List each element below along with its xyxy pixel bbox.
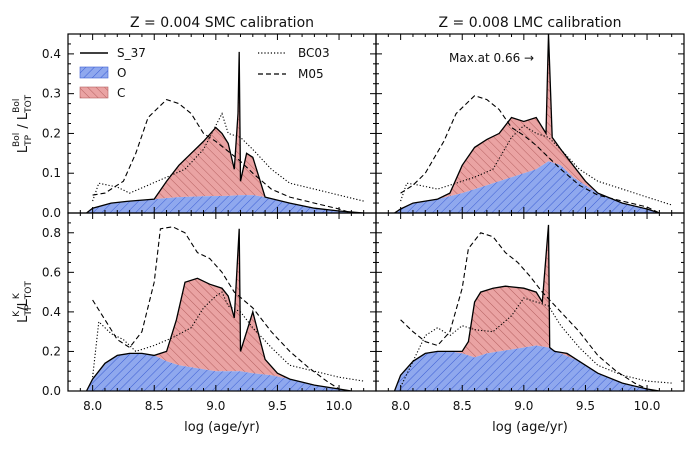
- y-axis-label-k-band: LTPK/LTOTK: [12, 281, 34, 323]
- x-tick-label: 9.5: [576, 399, 595, 413]
- bc03-line: [92, 291, 364, 382]
- m05-line: [400, 232, 648, 390]
- legend-c-swatch: [79, 86, 109, 99]
- plot-area: [394, 34, 672, 213]
- panel-k-smc: 8.0 8.5 9.0 9.5 10.0 0.0 0.2 0.4 0.6 0.8: [42, 212, 377, 413]
- x-tick-label: 9.5: [268, 399, 287, 413]
- column-title-smc: Z = 0.004 SMC calibration: [130, 15, 314, 31]
- y-tick-label: 0.4: [42, 47, 61, 61]
- y-axis-label-bolometric: LTPBol / LTOTBol: [12, 94, 34, 153]
- y-tick-label: 0.6: [42, 265, 61, 279]
- x-tick-label: 8.5: [453, 399, 472, 413]
- column-title-lmc: Z = 0.008 LMC calibration: [439, 15, 622, 31]
- max-annotation: Max.at 0.66 →: [449, 51, 534, 65]
- legend-o-swatch: [79, 66, 109, 79]
- legend: S_37 O C BC03 M05: [79, 46, 330, 100]
- m05-line: [92, 226, 340, 390]
- x-axis-label-left: log (age/yr): [184, 420, 260, 435]
- s37-total-line: [393, 224, 660, 391]
- plot-area: [393, 224, 672, 391]
- s37-total-line: [86, 51, 364, 213]
- x-tick-label: 8.0: [83, 399, 102, 413]
- c-star-area: [86, 228, 352, 391]
- m05-line: [92, 98, 352, 213]
- legend-s37-label: S_37: [117, 46, 146, 60]
- c-star-area: [394, 224, 660, 391]
- y-tick-label: 0.2: [42, 126, 61, 140]
- y-tick-label: 0.8: [42, 226, 61, 240]
- y-tick-label: 0.4: [42, 305, 61, 319]
- m05-line: [400, 95, 660, 213]
- panel-bol-smc: 0.0 0.1 0.2 0.3 0.4: [42, 33, 377, 220]
- legend-m05-label: M05: [298, 67, 324, 81]
- bc03-line: [400, 124, 672, 206]
- s37-total-line: [394, 34, 660, 213]
- panel-bol-lmc: [375, 33, 685, 214]
- y-tick-label: 0.3: [42, 87, 61, 101]
- o-star-area: [394, 161, 660, 213]
- o-star-area: [86, 195, 364, 213]
- c-star-area: [86, 51, 364, 213]
- x-tick-label: 8.5: [145, 399, 164, 413]
- x-tick-label: 10.0: [326, 399, 353, 413]
- x-tick-label: 8.0: [391, 399, 410, 413]
- plot-area: [85, 226, 364, 391]
- plot-area: [86, 51, 364, 213]
- y-tick-label: 0.0: [42, 206, 61, 220]
- y-tick-label: 0.1: [42, 166, 61, 180]
- x-tick-label: 9.0: [206, 399, 225, 413]
- x-tick-label: 9.0: [514, 399, 533, 413]
- x-axis-label-right: log (age/yr): [492, 420, 568, 435]
- c-star-area: [394, 34, 660, 213]
- o-star-area: [394, 345, 660, 391]
- y-tick-label: 0.0: [42, 384, 61, 398]
- legend-o-label: O: [117, 66, 126, 80]
- panel-k-lmc: 8.0 8.5 9.0 9.5 10.0: [375, 212, 685, 413]
- legend-c-label: C: [117, 86, 125, 100]
- o-star-area: [86, 353, 352, 391]
- s37-total-line: [85, 228, 352, 391]
- y-tick-label: 0.2: [42, 344, 61, 358]
- legend-bc03-label: BC03: [298, 46, 330, 60]
- x-tick-label: 10.0: [634, 399, 661, 413]
